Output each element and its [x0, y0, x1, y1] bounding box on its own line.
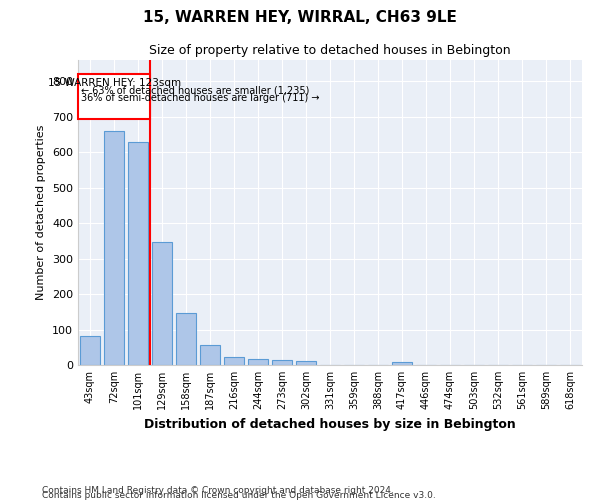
Text: Contains HM Land Registry data © Crown copyright and database right 2024.: Contains HM Land Registry data © Crown c…: [42, 486, 394, 495]
Bar: [224, 357, 244, 365]
Y-axis label: Number of detached properties: Number of detached properties: [37, 125, 46, 300]
Bar: [152, 242, 172, 365]
Text: 15, WARREN HEY, WIRRAL, CH63 9LE: 15, WARREN HEY, WIRRAL, CH63 9LE: [143, 10, 457, 25]
Text: Contains public sector information licensed under the Open Government Licence v3: Contains public sector information licen…: [42, 491, 436, 500]
Bar: [80, 336, 100, 365]
Title: Size of property relative to detached houses in Bebington: Size of property relative to detached ho…: [149, 44, 511, 58]
Bar: [128, 142, 148, 365]
FancyBboxPatch shape: [79, 74, 151, 119]
Bar: [176, 312, 196, 365]
Text: ← 63% of detached houses are smaller (1,235): ← 63% of detached houses are smaller (1,…: [81, 86, 309, 96]
Bar: [200, 345, 220, 365]
Bar: [248, 358, 268, 365]
Bar: [296, 362, 316, 365]
Text: 15 WARREN HEY: 123sqm: 15 WARREN HEY: 123sqm: [48, 78, 181, 88]
Bar: [104, 131, 124, 365]
Bar: [272, 360, 292, 365]
X-axis label: Distribution of detached houses by size in Bebington: Distribution of detached houses by size …: [144, 418, 516, 430]
Bar: [392, 362, 412, 365]
Text: 36% of semi-detached houses are larger (711) →: 36% of semi-detached houses are larger (…: [81, 94, 319, 104]
